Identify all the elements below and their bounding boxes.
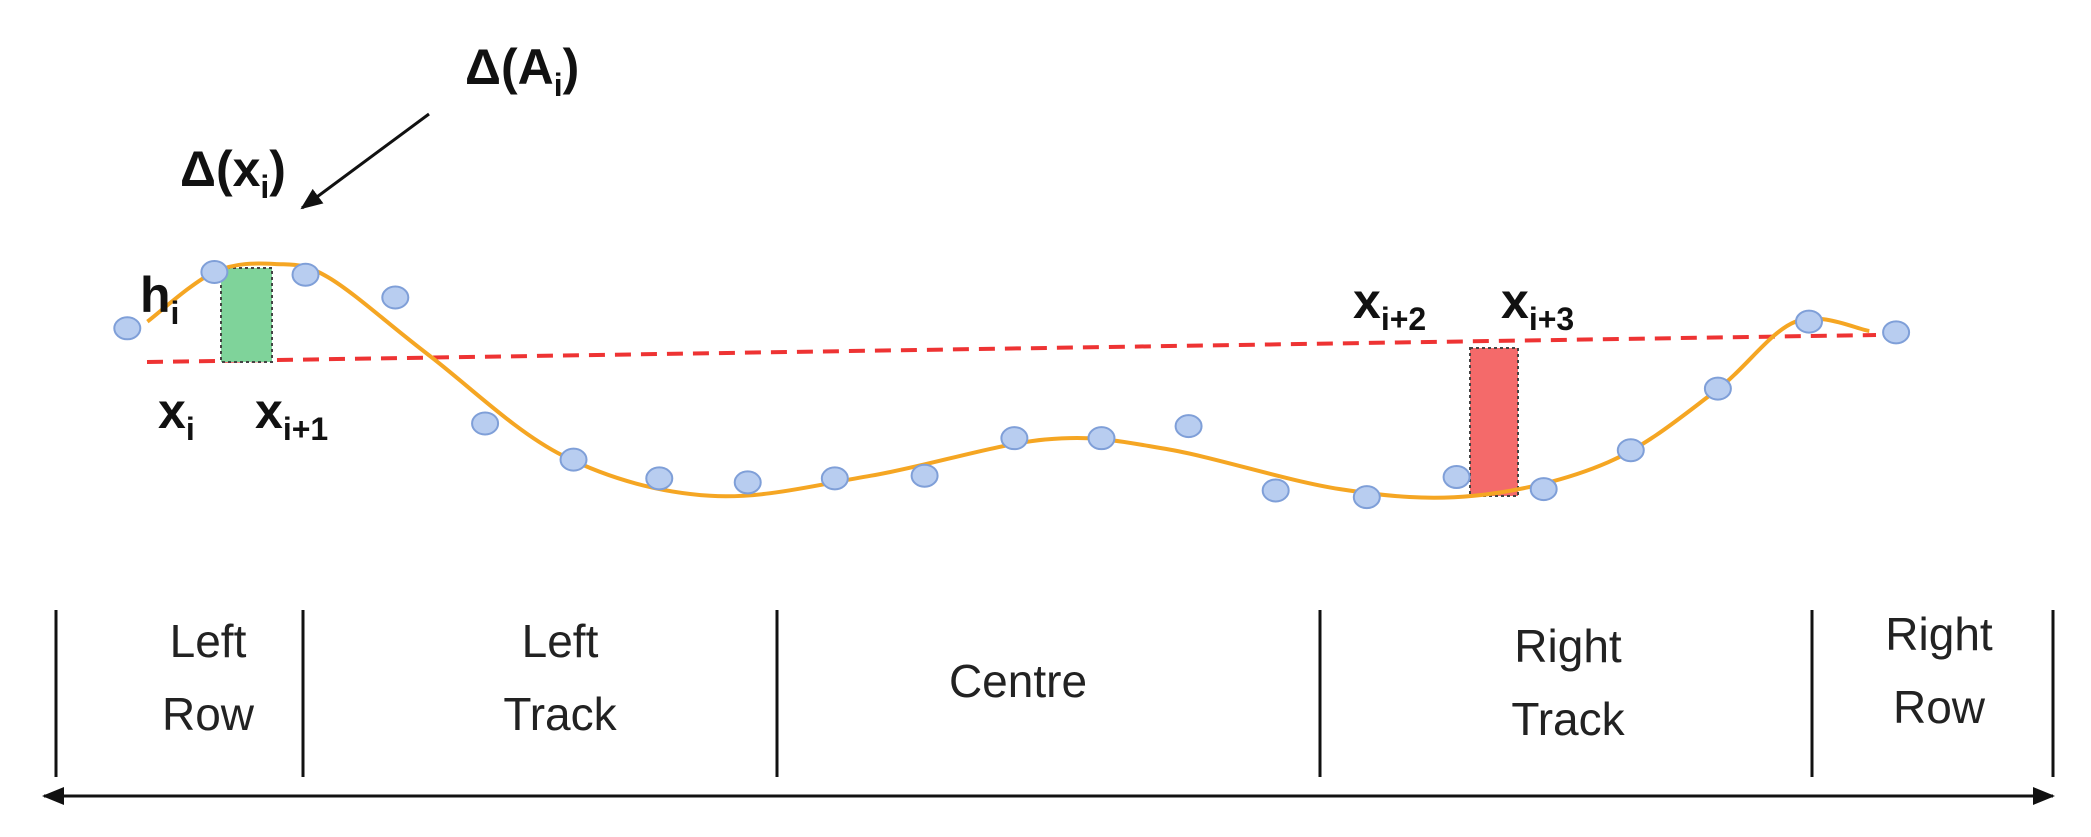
sample-point	[645, 466, 674, 491]
x-i3-label: xi+3	[1501, 273, 1574, 337]
sample-point	[471, 411, 500, 436]
subscript: i+3	[1529, 301, 1574, 337]
region-label: Track	[1511, 693, 1625, 745]
x-i2-label: xi+2	[1353, 273, 1426, 337]
sample-point	[1882, 320, 1911, 345]
sample-point	[1087, 426, 1116, 451]
sample-point	[381, 285, 410, 310]
subscript: i+1	[283, 411, 328, 447]
region-label: Track	[503, 688, 617, 740]
subscript: i	[554, 67, 563, 103]
pointer-arrow	[300, 112, 430, 210]
region-dividers	[54, 610, 2055, 777]
text: Δ(x	[180, 141, 261, 197]
sample-point	[559, 447, 588, 472]
area-strip-green	[220, 267, 273, 363]
sample-point	[1000, 426, 1029, 451]
height-label: hi	[140, 267, 179, 331]
area-delta-label: Δ(Ai)	[465, 39, 579, 103]
sample-point	[1703, 376, 1732, 401]
x-i-label: xi	[158, 383, 195, 447]
text: Δ(A	[465, 39, 554, 95]
sample-points	[113, 260, 1911, 510]
region-label: Row	[162, 688, 255, 740]
subscript: i	[171, 295, 180, 331]
sample-point	[1529, 477, 1558, 502]
subscript: i+2	[1381, 301, 1426, 337]
area-strip-red	[1469, 347, 1519, 497]
sample-point	[1352, 485, 1381, 510]
sample-point	[200, 260, 229, 285]
region-label: Left	[522, 615, 599, 667]
text: x	[158, 383, 186, 439]
x-delta-label: Δ(xi)	[180, 141, 286, 205]
region-label: Right	[1514, 620, 1622, 672]
text: )	[563, 39, 580, 95]
x-i1-label: xi+1	[255, 383, 328, 447]
sample-point	[1616, 438, 1645, 463]
sample-point	[291, 262, 320, 287]
sample-point	[910, 463, 939, 488]
region-label: Right	[1885, 608, 1993, 660]
sample-point	[113, 316, 142, 341]
sample-point	[1442, 465, 1471, 490]
text: x	[255, 383, 283, 439]
text: x	[1353, 273, 1381, 329]
region-label: Left	[170, 615, 247, 667]
subscript: i	[186, 411, 195, 447]
reference-line	[146, 333, 1877, 364]
subscript: i	[260, 169, 269, 205]
text: h	[140, 267, 171, 323]
sample-point	[1174, 414, 1203, 439]
sample-point	[1261, 478, 1290, 503]
region-label: Row	[1893, 681, 1986, 733]
region-label: Centre	[949, 655, 1087, 707]
region-labels: Left Row Left Track Centre Right Track Right Row	[162, 608, 1993, 745]
text: )	[269, 141, 286, 197]
text: x	[1501, 273, 1529, 329]
sample-point	[733, 470, 762, 495]
sample-point	[820, 466, 849, 491]
sample-point	[1795, 309, 1823, 334]
